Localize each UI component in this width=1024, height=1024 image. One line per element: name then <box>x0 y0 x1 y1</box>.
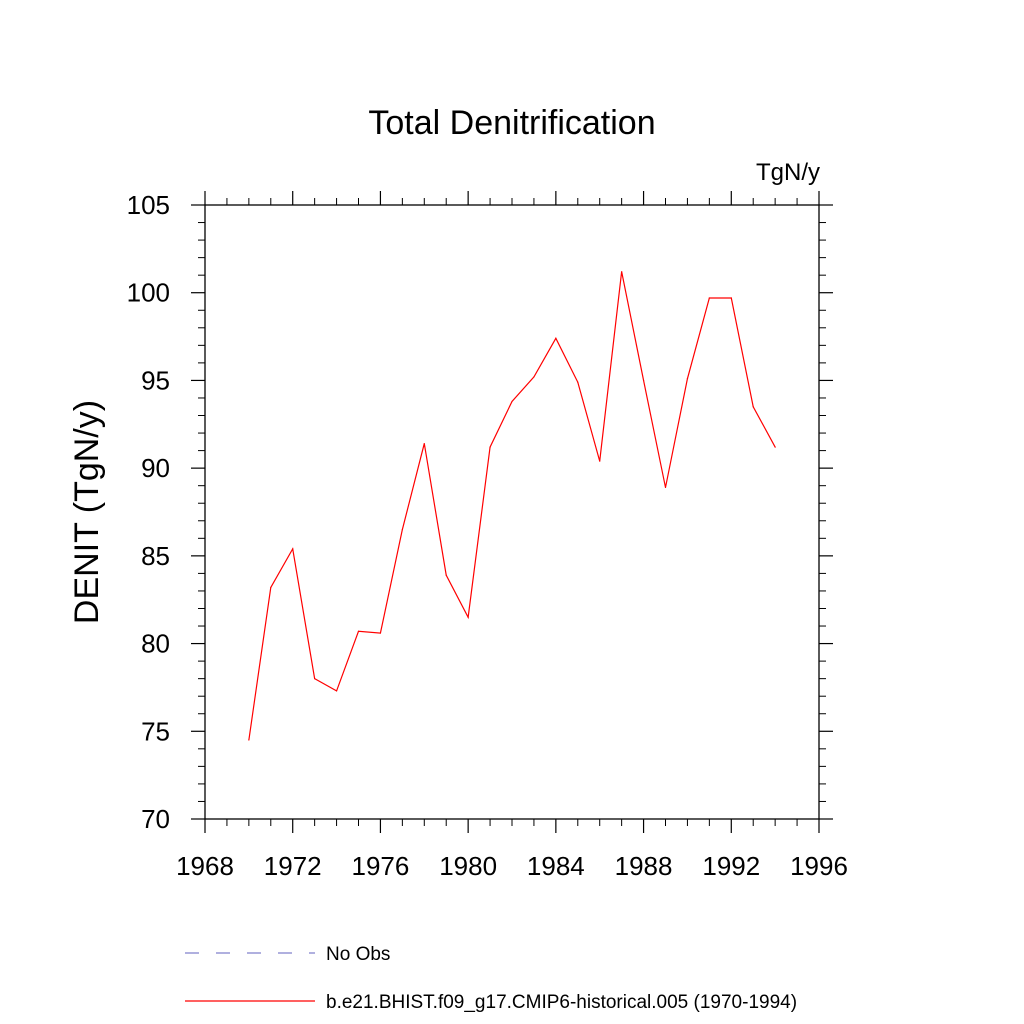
data-point <box>489 446 491 448</box>
data-point <box>248 739 250 741</box>
data-point <box>335 690 338 692</box>
data-point <box>533 376 535 378</box>
legend-label-no-obs: No Obs <box>326 944 390 965</box>
y-tick-label: 80 <box>141 629 170 659</box>
y-tick-label: 75 <box>141 716 170 746</box>
legend: No Obs b.e21.BHIST.f09_g17.CMIP6-histori… <box>185 944 797 1013</box>
data-point <box>664 486 667 489</box>
data-point <box>708 297 710 299</box>
data-point <box>555 337 557 339</box>
data-point <box>401 528 403 531</box>
major-ticks <box>191 191 833 833</box>
data-point <box>642 379 645 382</box>
legend-label-historical: b.e21.BHIST.f09_g17.CMIP6-historical.005… <box>326 992 797 1013</box>
data-point <box>357 630 360 632</box>
y-axis-label: DENIT (TgN/y) <box>68 400 106 624</box>
y-tick-labels: 70 75 80 85 90 95 100 105 <box>127 190 170 834</box>
data-point <box>292 548 294 550</box>
data-point <box>511 400 513 403</box>
data-point <box>467 616 469 618</box>
chart-title: Total Denitrification <box>368 104 655 142</box>
x-tick-label: 1988 <box>615 851 673 881</box>
data-point <box>686 378 689 380</box>
x-tick-label: 1976 <box>352 851 410 881</box>
plot-frame <box>204 204 820 820</box>
y-tick-label: 100 <box>127 278 170 308</box>
data-point <box>621 271 623 273</box>
data-point <box>379 632 382 634</box>
y-tick-label: 70 <box>141 804 170 834</box>
x-tick-label: 1996 <box>790 851 848 881</box>
data-point <box>730 297 732 299</box>
x-tick-label: 1972 <box>264 851 322 881</box>
units-label: TgN/y <box>756 159 820 186</box>
y-tick-label: 90 <box>141 453 170 483</box>
x-tick-label: 1984 <box>527 851 585 881</box>
data-point <box>599 460 601 462</box>
x-tick-label: 1980 <box>439 851 497 881</box>
data-point <box>423 442 425 445</box>
data-point <box>752 406 754 408</box>
y-tick-label: 105 <box>127 190 170 220</box>
data-point <box>270 586 272 589</box>
x-tick-label: 1968 <box>176 851 234 881</box>
x-tick-label: 1992 <box>702 851 760 881</box>
x-tick-labels: 1968 1972 1976 1980 1984 1988 1992 1996 <box>176 851 848 881</box>
y-tick-label: 95 <box>141 365 170 395</box>
data-point <box>314 678 316 680</box>
series-layer <box>248 271 776 741</box>
minor-ticks <box>198 198 826 826</box>
data-point <box>577 381 579 383</box>
y-tick-label: 85 <box>141 541 170 571</box>
data-point <box>445 574 447 576</box>
series-line-0 <box>248 271 776 741</box>
data-point <box>774 446 776 448</box>
